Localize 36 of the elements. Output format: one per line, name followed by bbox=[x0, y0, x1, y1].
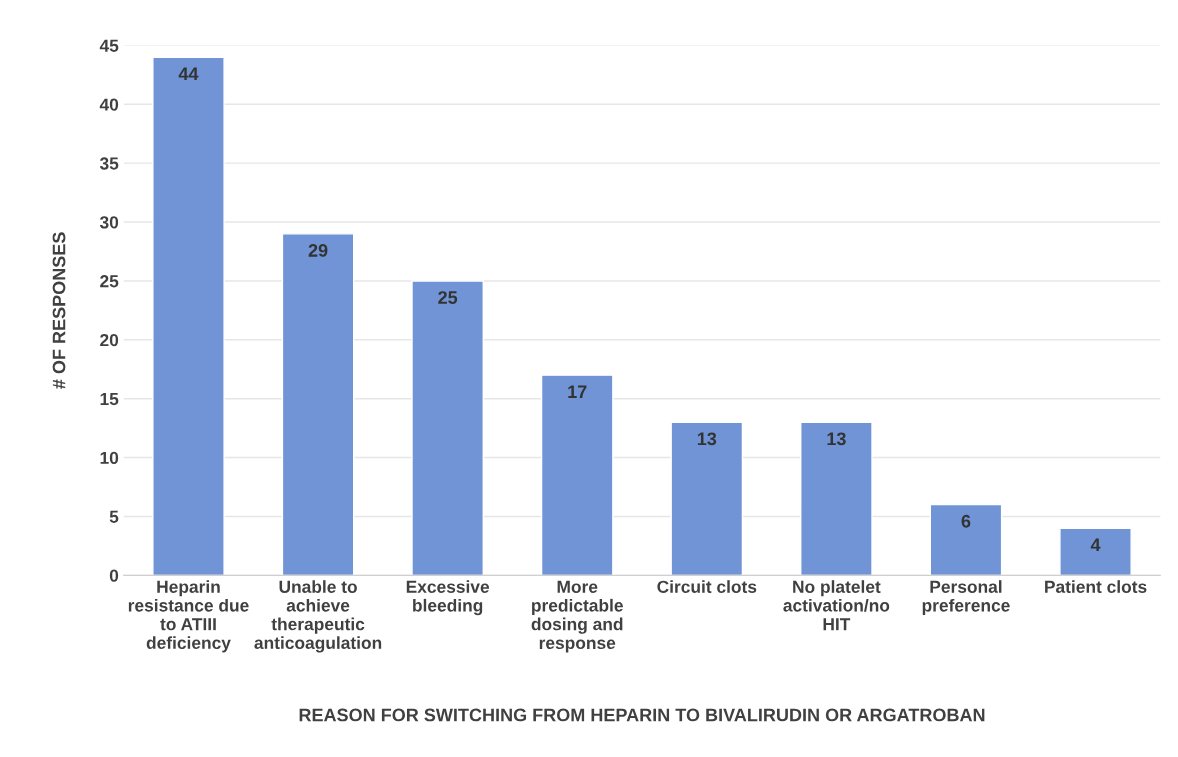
y-tick-label: 5 bbox=[109, 510, 119, 523]
y-tick-label: 0 bbox=[109, 569, 119, 582]
x-axis-title: REASON FOR SWITCHING FROM HEPARIN TO BIVALIRUDIN OR ARGATROBAN bbox=[299, 708, 985, 722]
y-tick-label: 25 bbox=[100, 275, 119, 288]
bar bbox=[152, 56, 225, 576]
bar bbox=[800, 421, 873, 576]
data-label: 4 bbox=[1090, 538, 1101, 552]
x-tick-label: Personal preference bbox=[922, 580, 1010, 616]
y-tick-label: 30 bbox=[99, 216, 119, 229]
data-label: 44 bbox=[178, 67, 199, 80]
x-tick-label: Heparin resistance due to ATIII deficiency bbox=[128, 580, 249, 653]
bar bbox=[281, 233, 355, 576]
data-label: 25 bbox=[438, 291, 458, 304]
x-tick-label: No platelet activation/no HIT bbox=[783, 580, 890, 631]
x-tick-label: More predictable dosing and response bbox=[531, 580, 623, 653]
y-axis-title: # OF RESPONSES bbox=[52, 232, 66, 389]
data-label: 17 bbox=[568, 385, 587, 398]
bar bbox=[411, 280, 484, 576]
data-label: 6 bbox=[961, 514, 971, 528]
x-tick-label: Circuit clots bbox=[657, 580, 757, 593]
bar bbox=[540, 374, 614, 576]
bar bbox=[670, 421, 744, 576]
y-tick-label: 15 bbox=[100, 393, 119, 406]
y-tick-label: 10 bbox=[100, 451, 119, 465]
data-label: 13 bbox=[697, 432, 717, 446]
bar bbox=[1059, 527, 1132, 576]
data-label: 29 bbox=[308, 244, 328, 257]
data-label: 13 bbox=[827, 432, 846, 446]
bar bbox=[929, 503, 1003, 576]
x-tick-label: Unable to achieve therapeutic anticoagulation bbox=[254, 580, 382, 653]
x-tick-label: Excessive bleeding bbox=[406, 580, 490, 616]
y-tick-label: 20 bbox=[100, 333, 119, 347]
x-tick-label: Patient clots bbox=[1045, 580, 1147, 593]
y-tick-label: 40 bbox=[99, 98, 119, 111]
y-tick-label: 35 bbox=[99, 157, 119, 170]
y-tick-label: 45 bbox=[99, 39, 119, 52]
